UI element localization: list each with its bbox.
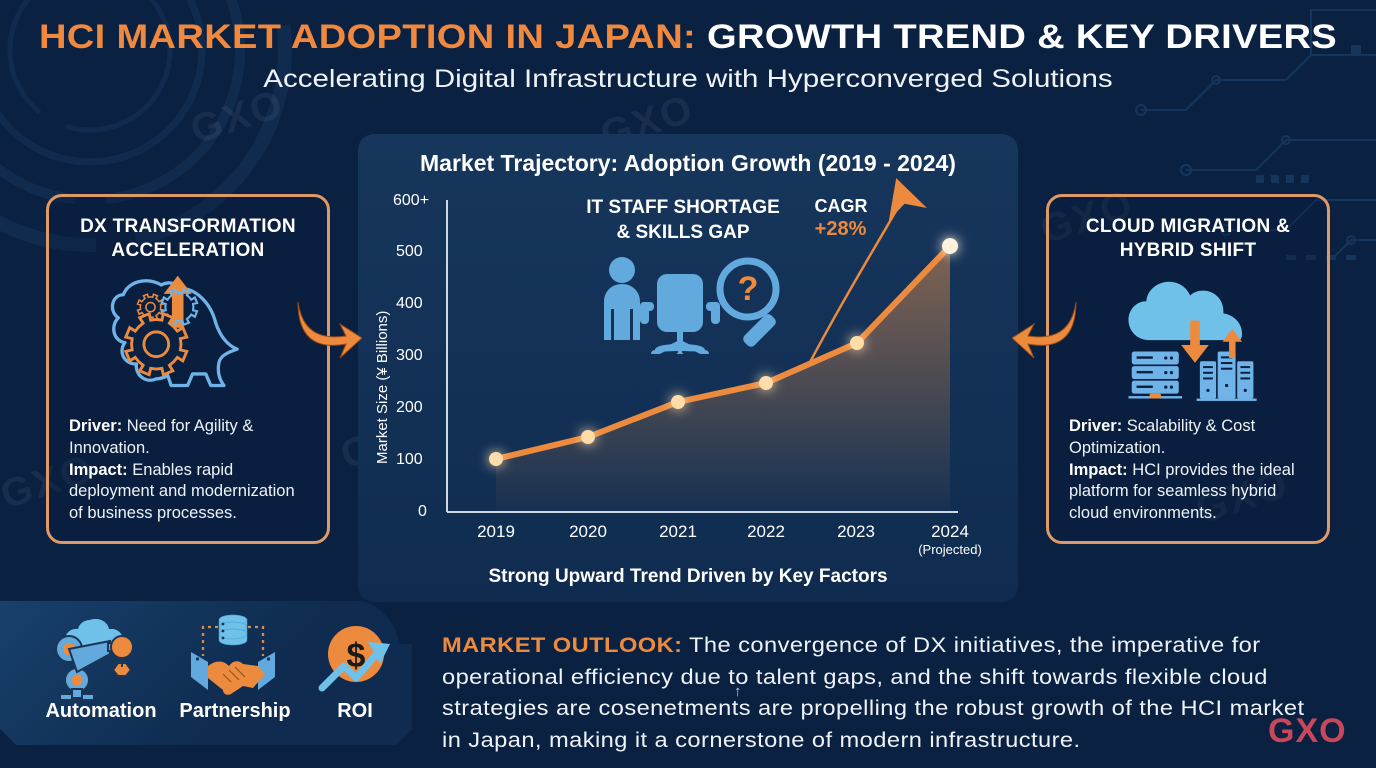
svg-text:?: ? [738, 270, 759, 308]
